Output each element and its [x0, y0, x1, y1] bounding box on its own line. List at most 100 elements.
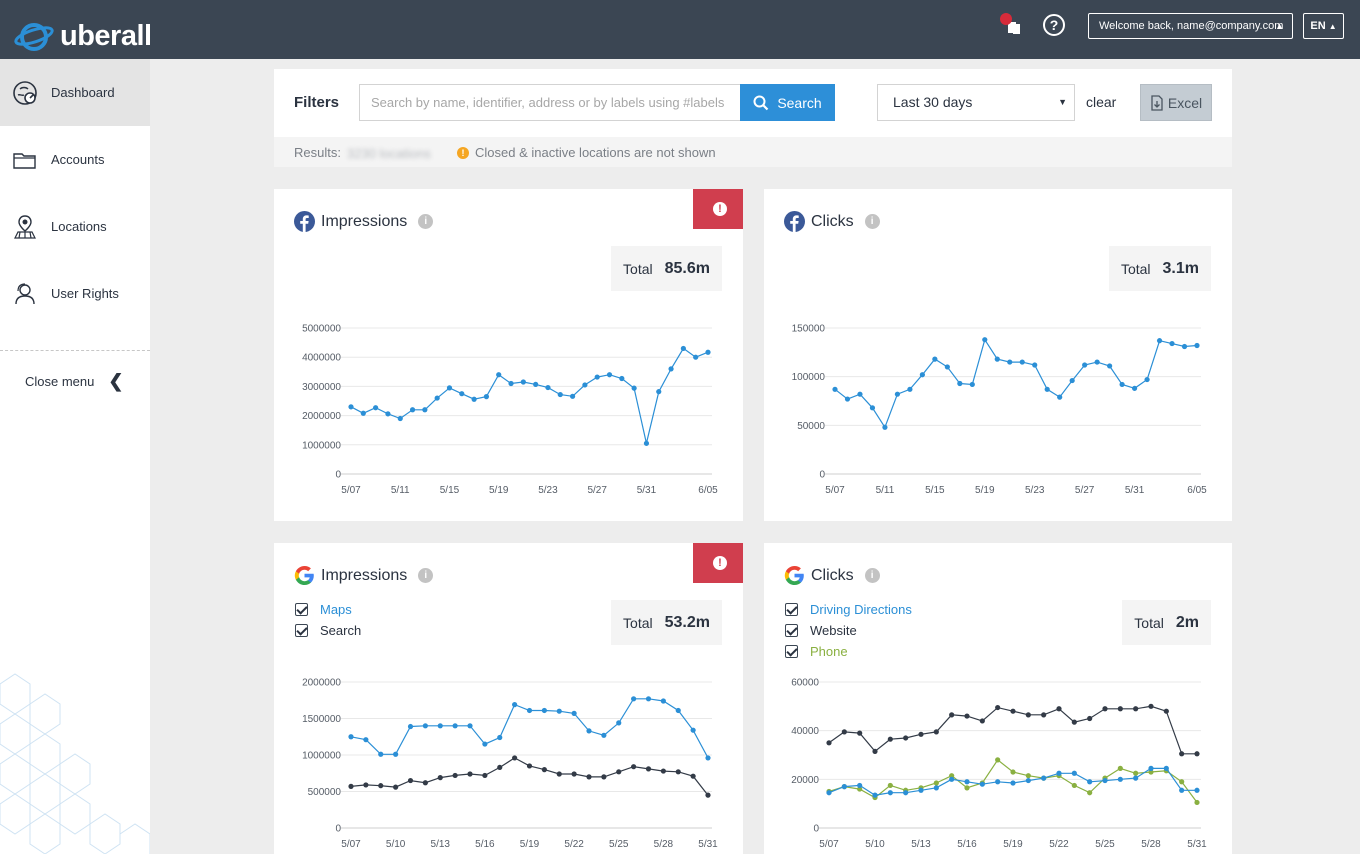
total-label: Total — [623, 614, 653, 631]
data-point — [601, 732, 607, 738]
alert-flag[interactable]: ! — [693, 543, 743, 583]
card-title-text: Impressions — [321, 212, 408, 230]
x-tick-label: 5/22 — [1049, 839, 1069, 850]
data-point — [957, 380, 963, 387]
map-pin-icon — [14, 214, 36, 239]
google-icon — [294, 566, 314, 585]
date-range-select[interactable]: Last 30 days ▼ — [877, 84, 1075, 121]
data-point — [1179, 787, 1185, 793]
legend-label: Phone — [810, 644, 848, 659]
caret-up-icon: ▲ — [1328, 22, 1337, 31]
legend-item-phone[interactable]: Phone — [785, 641, 912, 662]
data-point — [907, 386, 913, 392]
data-point — [378, 783, 384, 789]
checkbox-checked-icon[interactable] — [785, 603, 798, 616]
data-point — [826, 790, 832, 796]
info-icon[interactable]: i — [864, 214, 880, 229]
sidebar-item-label: Dashboard — [51, 85, 115, 100]
data-point — [582, 382, 588, 388]
data-point — [434, 395, 440, 401]
checkbox-checked-icon[interactable] — [785, 645, 798, 658]
results-note: ! Closed & inactive locations are not sh… — [457, 145, 716, 160]
series-line — [834, 338, 1198, 429]
total-label: Total — [623, 260, 653, 277]
data-point — [1133, 706, 1139, 712]
checkbox-checked-icon[interactable] — [785, 624, 798, 637]
data-point — [995, 757, 1001, 763]
data-point — [887, 782, 893, 789]
google-clicks-card: Clicks i Driving Directions Website Phon… — [764, 543, 1232, 854]
uberall-logo-icon — [14, 23, 54, 51]
data-point — [995, 704, 1001, 711]
legend-item-website[interactable]: Website — [785, 620, 912, 641]
sidebar-item-dashboard[interactable]: Dashboard — [0, 59, 150, 126]
data-point — [397, 415, 403, 422]
data-point — [1057, 394, 1063, 400]
close-menu-label: Close menu — [25, 374, 95, 389]
logo[interactable]: uberall — [14, 20, 152, 52]
total-box: Total 2m — [1122, 600, 1211, 645]
download-file-icon — [1151, 94, 1163, 111]
data-point — [571, 710, 577, 716]
close-menu-button[interactable]: Close menu ❮ — [25, 371, 123, 392]
data-point — [452, 723, 458, 729]
legend-item-driving-directions[interactable]: Driving Directions — [785, 599, 912, 620]
facebook-clicks-card: Clicks i Total 3.1m 0 50000 100000 150000 5/… — [764, 189, 1232, 521]
data-point — [1056, 706, 1062, 712]
data-point — [933, 780, 939, 786]
data-point — [675, 707, 681, 714]
y-tick-label: 0 — [335, 470, 341, 481]
data-point — [360, 410, 366, 416]
total-value: 2m — [1175, 613, 1199, 631]
data-point — [594, 374, 600, 380]
sidebar-item-accounts[interactable]: Accounts — [0, 126, 150, 193]
data-point — [1087, 790, 1093, 796]
alert-icon: ! — [713, 202, 727, 216]
user-menu-dropdown[interactable]: Welcome back, name@company.com ▲ — [1088, 13, 1293, 39]
info-icon[interactable]: i — [418, 214, 434, 229]
data-point — [1133, 775, 1139, 781]
sidebar-item-user-rights[interactable]: User Rights — [0, 260, 150, 327]
alert-flag[interactable]: ! — [693, 189, 743, 229]
data-point — [1156, 338, 1163, 344]
data-point — [616, 720, 622, 726]
info-icon[interactable]: i — [864, 568, 880, 583]
results-note-text: Closed & inactive locations are not show… — [475, 145, 716, 160]
data-point — [1071, 782, 1077, 789]
legend-item-maps[interactable]: Maps — [295, 599, 361, 620]
search-button[interactable]: Search — [740, 84, 835, 121]
notification-button[interactable] — [999, 13, 1025, 39]
data-point — [1148, 765, 1154, 771]
x-tick-label: 5/19 — [1003, 839, 1023, 850]
x-tick-label: 5/10 — [865, 839, 885, 850]
legend-label: Website — [810, 623, 857, 638]
clear-filters-link[interactable]: clear — [1086, 94, 1117, 110]
data-point — [1148, 703, 1154, 709]
y-tick-label: 1000000 — [302, 751, 341, 762]
data-point — [919, 372, 925, 378]
total-value: 3.1m — [1162, 259, 1199, 277]
data-point — [378, 751, 384, 757]
checkbox-checked-icon[interactable] — [295, 624, 308, 637]
y-tick-label: 1500000 — [302, 714, 341, 725]
data-point — [497, 734, 503, 741]
legend-item-search[interactable]: Search — [295, 620, 361, 641]
checkbox-checked-icon[interactable] — [295, 603, 308, 616]
data-point — [606, 372, 613, 378]
data-point — [571, 771, 577, 777]
results-count: 3230 locations — [347, 146, 431, 161]
filter-bar: Filters Search Last 30 days ▼ clear Exce… — [274, 69, 1232, 137]
y-tick-label: 2000000 — [302, 678, 341, 689]
x-tick-label: 5/07 — [819, 839, 839, 850]
data-point — [705, 349, 711, 355]
data-point — [545, 384, 551, 391]
data-point — [894, 391, 901, 397]
search-input[interactable] — [359, 84, 740, 121]
help-icon[interactable]: ? — [1043, 14, 1065, 36]
data-point — [467, 723, 473, 729]
language-dropdown[interactable]: EN ▲ — [1303, 13, 1344, 39]
excel-export-button[interactable]: Excel — [1140, 84, 1212, 121]
data-point — [1107, 363, 1113, 369]
sidebar-item-locations[interactable]: Locations — [0, 193, 150, 260]
info-icon[interactable]: i — [418, 568, 434, 583]
